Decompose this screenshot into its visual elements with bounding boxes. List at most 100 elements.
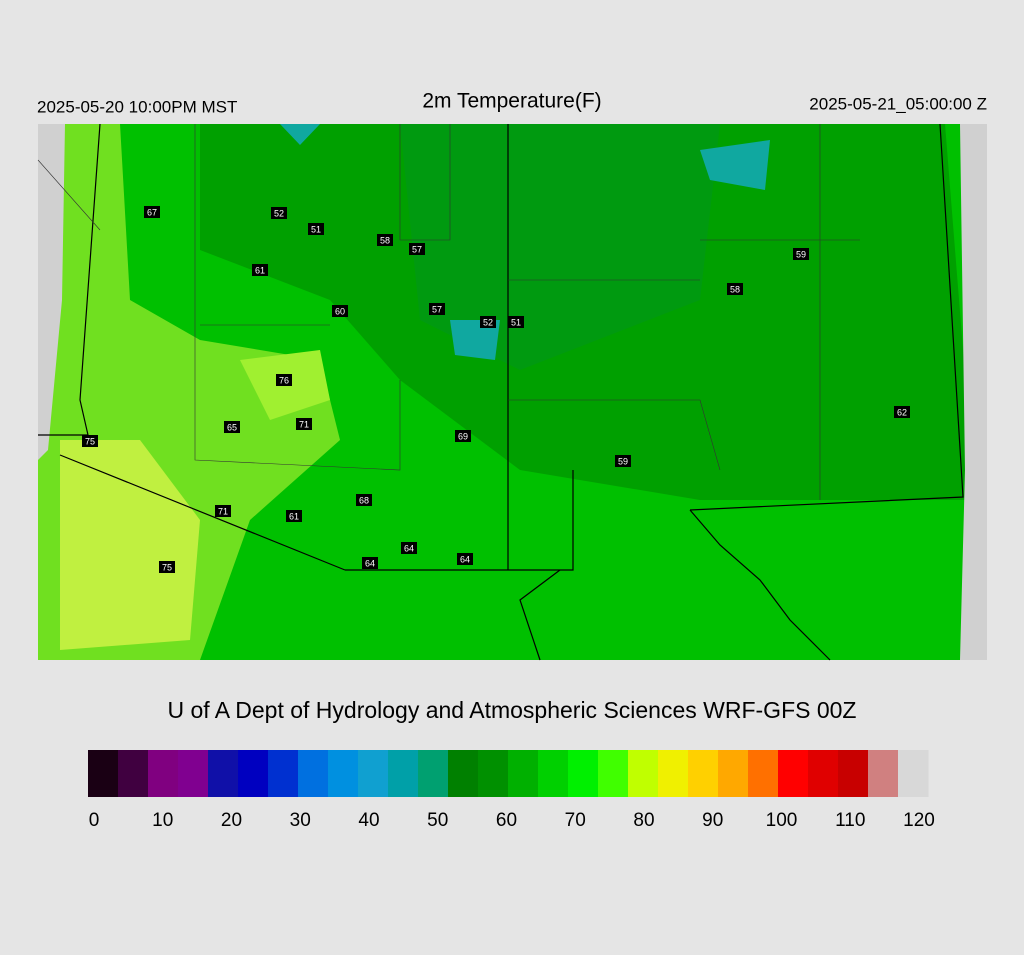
station-box xyxy=(224,421,240,433)
station-box xyxy=(409,243,425,255)
station-box xyxy=(727,283,743,295)
colorbar-swatch xyxy=(88,750,119,797)
colorbar-swatch xyxy=(778,750,809,797)
colorbar-swatch xyxy=(208,750,239,797)
station-value: 68 xyxy=(359,495,369,505)
station-value: 65 xyxy=(227,422,237,432)
station-value: 62 xyxy=(897,407,907,417)
station-box xyxy=(286,510,302,522)
colorbar-swatch xyxy=(118,750,149,797)
colorbar-tick-label: 70 xyxy=(565,810,586,831)
station-value: 67 xyxy=(147,207,157,217)
colorbar-swatch xyxy=(418,750,449,797)
footer-credit: U of A Dept of Hydrology and Atmospheric… xyxy=(167,697,856,723)
station-box xyxy=(615,455,631,467)
station-box xyxy=(271,207,287,219)
colorbar-swatch xyxy=(148,750,179,797)
map xyxy=(37,123,987,661)
colorbar-swatch xyxy=(568,750,599,797)
station: 68 xyxy=(356,494,372,506)
station-box xyxy=(455,430,471,442)
colorbar-tick-label: 10 xyxy=(152,810,173,831)
colorbar-tick-label: 20 xyxy=(221,810,242,831)
station: 52 xyxy=(480,316,496,328)
station-box xyxy=(215,505,231,517)
station-value: 64 xyxy=(404,543,414,553)
station-value: 51 xyxy=(511,317,521,327)
station: 67 xyxy=(144,206,160,218)
station-value: 58 xyxy=(380,235,390,245)
station-value: 52 xyxy=(274,208,284,218)
station: 75 xyxy=(82,435,98,447)
colorbar-swatch xyxy=(898,750,929,797)
colorbar-tick-label: 60 xyxy=(496,810,517,831)
station-box xyxy=(252,264,268,276)
station: 69 xyxy=(455,430,471,442)
station: 51 xyxy=(308,223,324,235)
station: 59 xyxy=(615,455,631,467)
station-box xyxy=(793,248,809,260)
colorbar-swatch xyxy=(508,750,539,797)
station-value: 57 xyxy=(412,244,422,254)
colorbar-swatch xyxy=(478,750,509,797)
station: 58 xyxy=(377,234,393,246)
station: 52 xyxy=(271,207,287,219)
station-value: 75 xyxy=(85,436,95,446)
station: 60 xyxy=(332,305,348,317)
station-value: 61 xyxy=(255,265,265,275)
colorbar-swatch xyxy=(628,750,659,797)
colorbar-tick-label: 50 xyxy=(427,810,448,831)
station-box xyxy=(332,305,348,317)
station-box xyxy=(457,553,473,565)
colorbar-swatch xyxy=(388,750,419,797)
colorbar-tick-label: 0 xyxy=(89,810,100,831)
station-value: 71 xyxy=(299,419,309,429)
colorbar-swatch xyxy=(748,750,779,797)
station: 59 xyxy=(793,248,809,260)
colorbar-swatch xyxy=(358,750,389,797)
colorbar-tick-label: 40 xyxy=(358,810,379,831)
station-labels: 67 52 51 58 57 61 60 57 52 51 59 58 76 65 71 69 75 62 59 68… xyxy=(82,206,910,573)
colorbar-swatch xyxy=(808,750,839,797)
valid-time-utc: 2025-05-21_05:00:00 Z xyxy=(809,94,987,113)
station: 51 xyxy=(508,316,524,328)
station-box xyxy=(429,303,445,315)
colorbar-swatch xyxy=(178,750,209,797)
station-box xyxy=(480,316,496,328)
station: 64 xyxy=(457,553,473,565)
colorbar-swatch xyxy=(298,750,329,797)
station-value: 60 xyxy=(335,306,345,316)
station: 62 xyxy=(894,406,910,418)
colorbar-tick-label: 80 xyxy=(633,810,654,831)
station-box xyxy=(356,494,372,506)
colorbar-tick-label: 100 xyxy=(766,810,798,831)
colorbar-swatch xyxy=(238,750,269,797)
colorbar-swatch xyxy=(538,750,569,797)
valid-time-local: 2025-05-20 10:00PM MST xyxy=(37,97,237,116)
station-value: 51 xyxy=(311,224,321,234)
station-box xyxy=(82,435,98,447)
station-value: 58 xyxy=(730,284,740,294)
station-value: 59 xyxy=(618,456,628,466)
station-box xyxy=(508,316,524,328)
station-value: 69 xyxy=(458,431,468,441)
colorbar-tick-label: 90 xyxy=(702,810,723,831)
station: 75 xyxy=(159,561,175,573)
station-value: 75 xyxy=(162,562,172,572)
colorbar-tick-label: 30 xyxy=(290,810,311,831)
station: 71 xyxy=(215,505,231,517)
station-value: 64 xyxy=(460,554,470,564)
colorbar-swatch xyxy=(718,750,749,797)
colorbar: 0 10 20 30 40 50 60 70 80 90 100 110 120 xyxy=(88,750,935,831)
colorbar-tick-label: 110 xyxy=(835,810,865,831)
map-title: 2m Temperature(F) xyxy=(422,90,601,113)
station-value: 52 xyxy=(483,317,493,327)
station-value: 61 xyxy=(289,511,299,521)
colorbar-swatch xyxy=(448,750,479,797)
station: 64 xyxy=(362,557,378,569)
colorbar-swatch xyxy=(658,750,689,797)
station: 61 xyxy=(252,264,268,276)
station-box xyxy=(401,542,417,554)
station-value: 57 xyxy=(432,304,442,314)
